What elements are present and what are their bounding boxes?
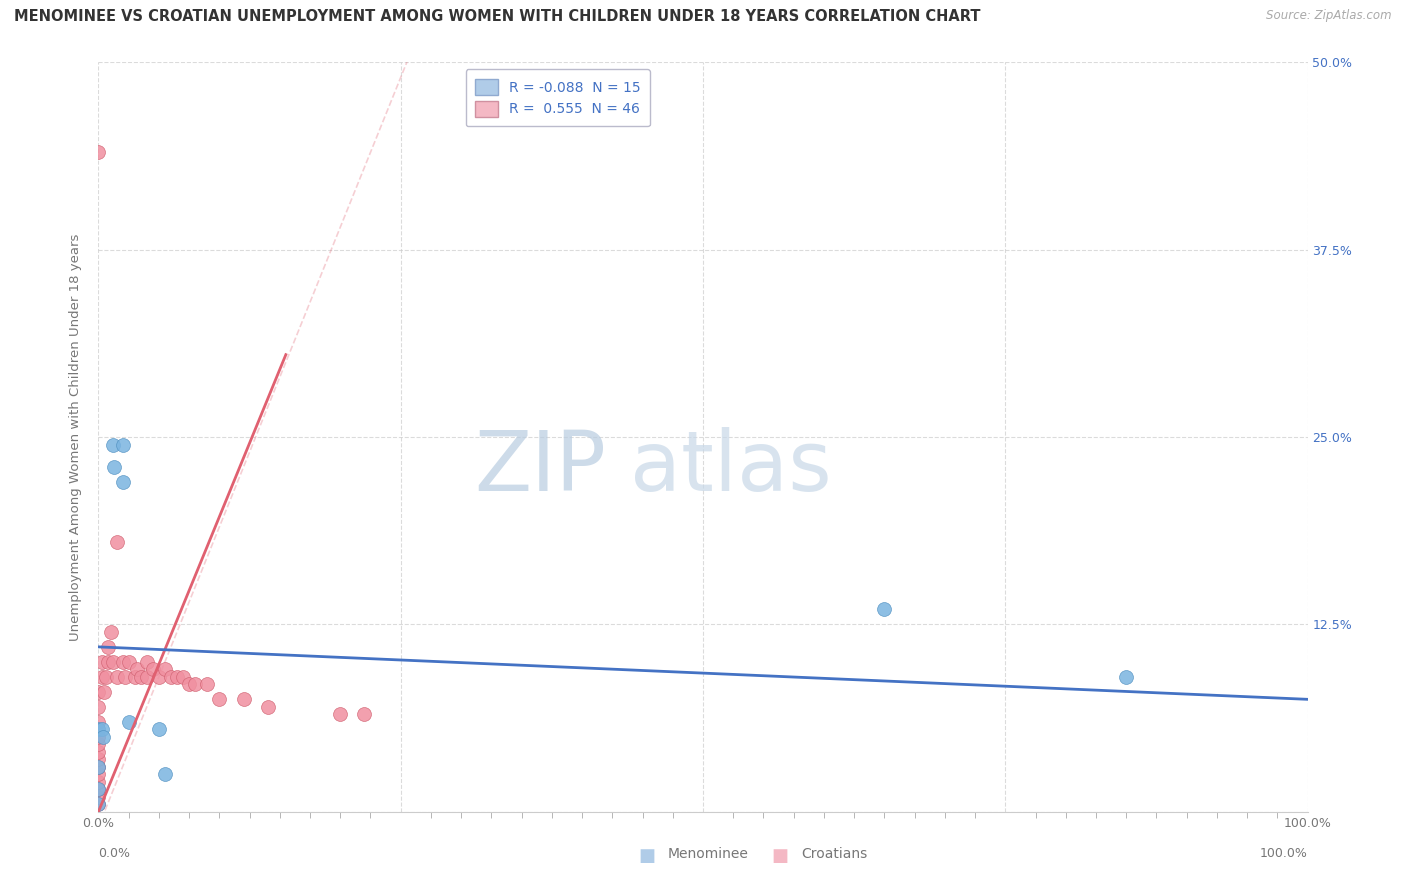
Text: Menominee: Menominee [668,847,749,862]
Point [111,655,134,669]
Y-axis label: Unemployment Among Women with Children Under 18 years: Unemployment Among Women with Children U… [69,234,83,640]
Point [127,662,149,676]
Point [105,535,128,549]
Point [195,677,218,691]
Point [329,707,352,722]
Point [208,692,231,706]
Point [118,714,141,729]
Point [87,767,110,781]
Point [256,699,278,714]
Point [153,767,176,781]
Point [124,670,146,684]
Point [135,655,157,669]
Text: ZIP: ZIP [474,426,606,508]
Point [184,677,207,691]
Point [87,789,110,804]
Point [105,670,128,684]
Point [97,655,120,669]
Point [91,730,114,744]
Text: ■: ■ [772,847,789,865]
Point [135,670,157,684]
Text: ■: ■ [638,847,655,865]
Point [1115,670,1137,684]
Point [87,714,110,729]
Point [111,437,134,451]
Point [87,737,110,751]
Point [160,670,183,684]
Point [87,774,110,789]
Text: Source: ZipAtlas.com: Source: ZipAtlas.com [1267,9,1392,22]
Point [91,655,114,669]
Point [87,699,110,714]
Text: 0.0%: 0.0% [98,847,131,861]
Text: atlas: atlas [630,426,832,508]
Point [101,655,124,669]
Point [87,797,110,812]
Point [87,730,110,744]
Point [153,662,176,676]
Point [91,723,114,737]
Point [353,707,375,722]
Point [166,670,188,684]
Point [87,782,110,797]
Point [87,723,110,737]
Point [87,752,110,766]
Text: Croatians: Croatians [801,847,868,862]
Point [87,760,110,774]
Point [118,655,141,669]
Point [91,670,114,684]
Point [148,723,170,737]
Point [93,685,115,699]
Point [87,797,110,812]
Point [97,640,120,654]
Point [873,602,896,616]
Point [179,677,201,691]
Point [94,670,117,684]
Point [87,145,110,160]
Point [114,670,136,684]
Point [232,692,254,706]
Point [148,670,170,684]
Point [87,782,110,797]
Point [129,670,152,684]
Text: 100.0%: 100.0% [1260,847,1308,861]
Point [100,624,122,639]
Point [103,460,125,475]
Point [111,475,134,489]
Point [101,437,124,451]
Legend: R = -0.088  N = 15, R =  0.555  N = 46: R = -0.088 N = 15, R = 0.555 N = 46 [465,70,650,127]
Point [87,685,110,699]
Point [87,760,110,774]
Point [87,745,110,759]
Point [142,662,165,676]
Point [172,670,194,684]
Text: MENOMINEE VS CROATIAN UNEMPLOYMENT AMONG WOMEN WITH CHILDREN UNDER 18 YEARS CORR: MENOMINEE VS CROATIAN UNEMPLOYMENT AMONG… [14,9,980,24]
